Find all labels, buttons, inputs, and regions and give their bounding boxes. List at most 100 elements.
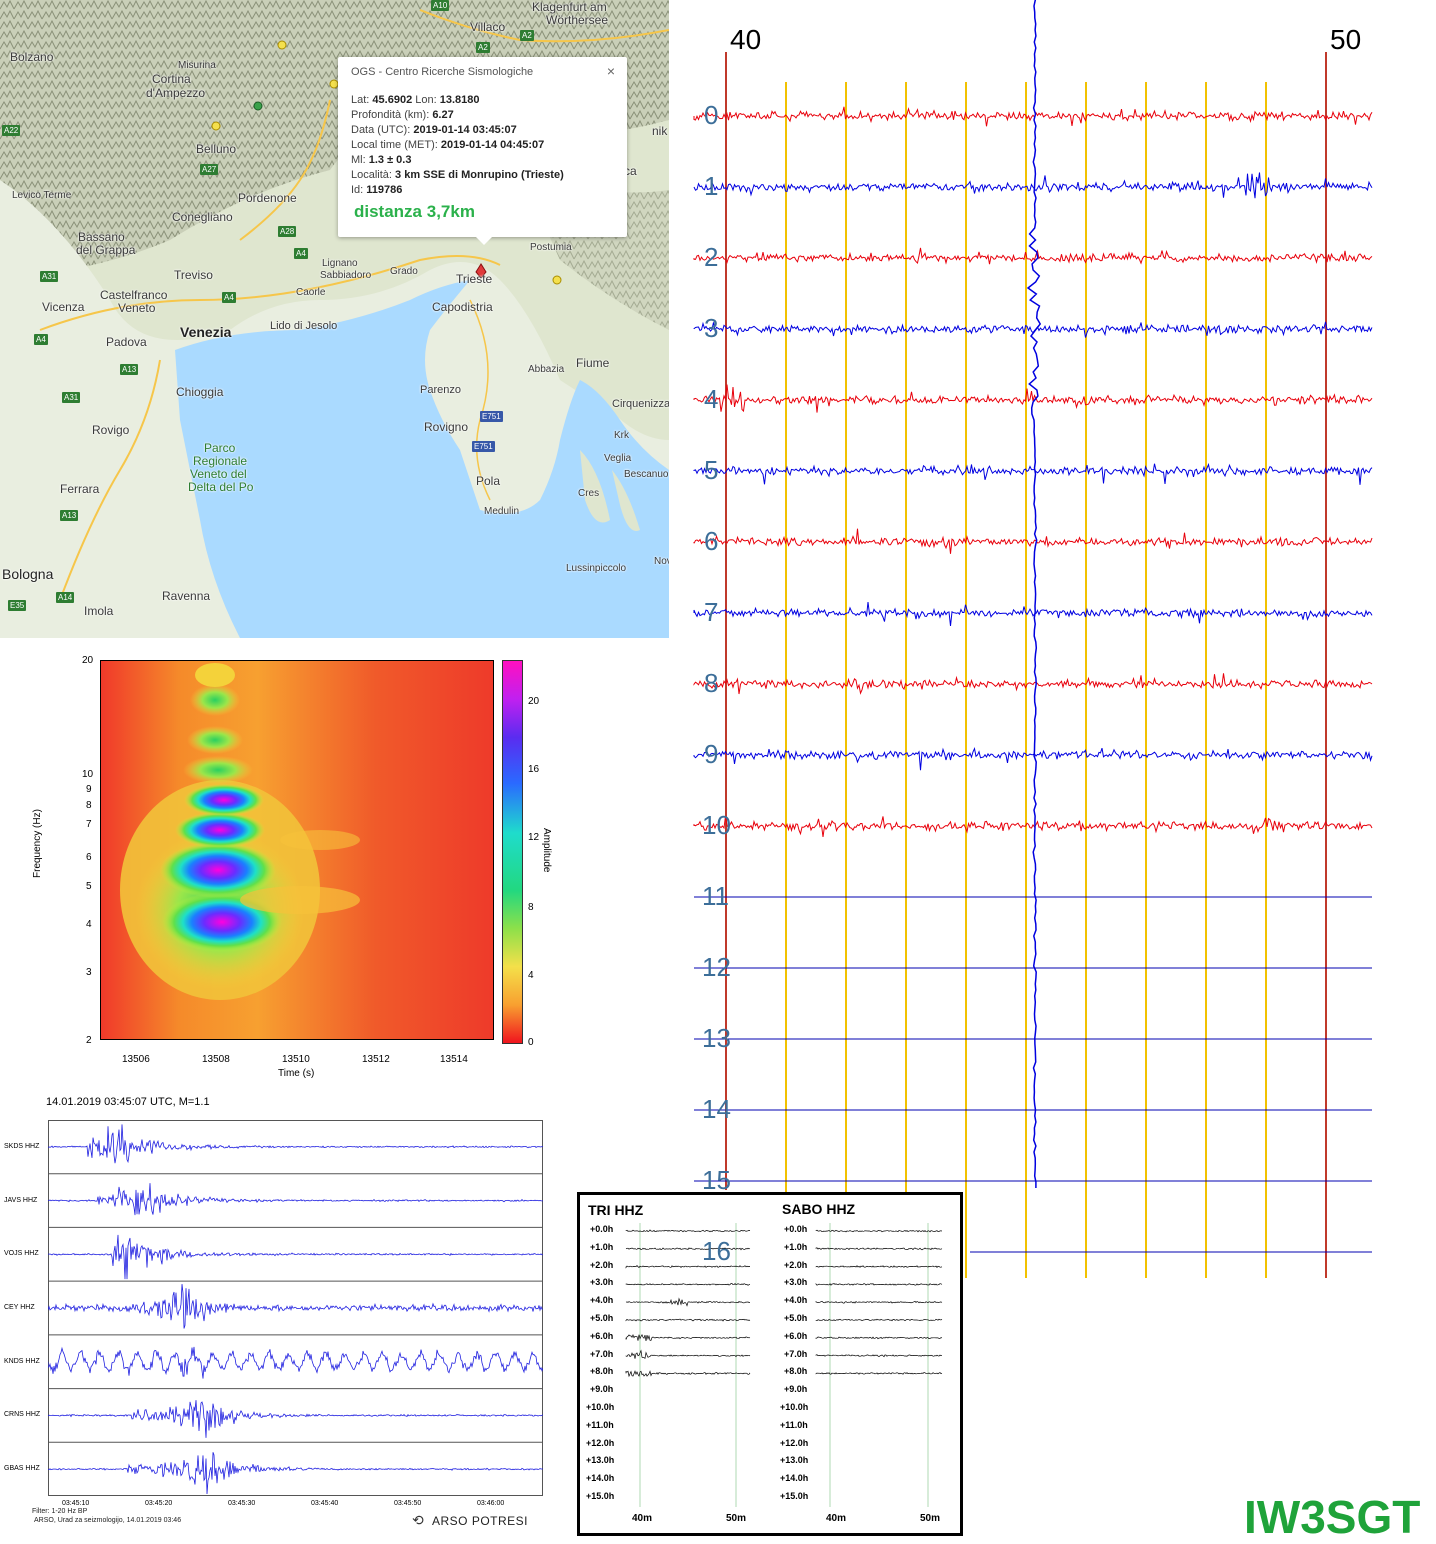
shield-a10: A10	[431, 0, 450, 11]
tri-xtick-50: 50m	[726, 1513, 747, 1524]
helicorder-trace-5	[693, 462, 1373, 485]
popup-title: OGS - Centro Ricerche Sismologiche	[351, 66, 534, 78]
place-cortina: Cortina	[152, 72, 191, 86]
place-medulin: Medulin	[484, 506, 520, 517]
small-offset-label: +14.0h	[780, 1473, 809, 1484]
shield-e35: E35	[8, 600, 27, 611]
heli-row-label-6: 6	[704, 526, 719, 556]
heli-label-40: 40	[730, 24, 762, 55]
place-rovigno: Rovigno	[424, 420, 469, 434]
spectrogram-plot	[100, 660, 494, 1040]
seismo-trace-4	[48, 1346, 543, 1379]
seismo-channel-label: VOJS HHZ	[4, 1250, 39, 1258]
heli-row-label-4: 4	[704, 384, 719, 414]
place-levico: Levico Terme	[12, 190, 72, 201]
seismo-time-tick: 03:45:20	[145, 1500, 173, 1507]
shield-a13: A13	[120, 364, 139, 375]
small-trace	[815, 1265, 943, 1268]
place-venezia: Venezia	[180, 324, 232, 340]
place-lignano: Lignano	[322, 258, 358, 269]
popup-distance: distanza 3,7km	[354, 202, 475, 221]
place-klagenfurt: Klagenfurt am	[532, 0, 607, 14]
place-pola: Pola	[476, 474, 501, 488]
map-panel[interactable]: Klagenfurt am Wörthersee Villaco Bolzano…	[0, 0, 669, 638]
ctick-16: 16	[528, 764, 540, 775]
place-lussinpiccolo: Lussinpiccolo	[566, 563, 627, 574]
seismo-credit: ARSO, Urad za seizmologijo, 14.01.2019 0…	[34, 1517, 182, 1524]
popup-ml: Ml: 1.3 ± 0.3	[351, 154, 412, 166]
helicorder-small-panel: TRI HHZ SABO HHZ +0.0h +1.0h +2.0h +3.0h +4.…	[577, 1192, 963, 1536]
small-offset-label: +0.0h	[784, 1224, 808, 1234]
heli-row-label-3: 3	[704, 313, 719, 343]
place-cirquenizza: Cirquenizza	[612, 398, 669, 410]
ctick-8: 8	[528, 902, 534, 913]
xtick-13508: 13508	[202, 1054, 230, 1065]
seismo-time-tick: 03:46:00	[477, 1500, 505, 1507]
popup-id: Id: 119786	[351, 184, 403, 196]
small-offset-label: +5.0h	[784, 1313, 808, 1323]
heli-row-label-7: 7	[704, 597, 719, 627]
small-offset-label: +13.0h	[586, 1455, 615, 1466]
shield-a4c: A4	[34, 334, 48, 345]
heli-row-label-5: 5	[704, 455, 719, 485]
small-offset-label: +1.0h	[784, 1241, 808, 1252]
heli-row-label-9: 9	[704, 739, 719, 769]
small-offset-label: +5.0h	[590, 1313, 614, 1323]
small-trace	[815, 1300, 943, 1304]
small-trace	[625, 1264, 751, 1269]
place-worthersee: Wörthersee	[546, 13, 609, 27]
popup-latlon: Lat: 45.6902 Lon: 13.8180	[351, 94, 480, 106]
small-offset-label: +15.0h	[586, 1491, 615, 1501]
event-spike	[1026, 0, 1042, 1188]
small-offset-label: +10.0h	[586, 1402, 615, 1412]
small-offset-label: +3.0h	[590, 1277, 614, 1288]
arso-logo: ARSO POTRESI	[432, 1514, 529, 1528]
xtick-13512: 13512	[362, 1054, 390, 1065]
place-fiume: Fiume	[576, 356, 610, 370]
small-trace	[625, 1297, 750, 1307]
seismo-channel-label: SKDS HHZ	[4, 1142, 40, 1150]
xtick-13506: 13506	[122, 1054, 150, 1065]
place-krk: Krk	[614, 430, 629, 441]
small-offset-label: +7.0h	[784, 1348, 808, 1359]
colorbar	[502, 660, 523, 1044]
small-trace	[625, 1282, 751, 1286]
helicorder-trace-6	[693, 528, 1373, 554]
seismo-channel-label: GBAS HHZ	[4, 1465, 40, 1473]
seismogram-panel: 14.01.2019 03:45:07 UTC, M=1.1 SKDS HHZ J…	[0, 1090, 560, 1542]
seismo-filter: Filter: 1-20 Hz BP	[32, 1508, 88, 1515]
small-trace	[625, 1318, 751, 1322]
place-veneto: Veneto	[118, 301, 156, 315]
seismo-trace-0	[48, 1124, 543, 1164]
small-offset-label: +11.0h	[586, 1419, 614, 1430]
ytick-4: 4	[86, 919, 92, 930]
seismo-trace-2	[48, 1234, 543, 1280]
small-offset-label: +10.0h	[780, 1402, 809, 1412]
heli-row-label-0: 0	[704, 100, 719, 130]
popup-depth: Profondità (km): 6.27	[351, 109, 454, 121]
seismo-channel-label: CEY HHZ	[4, 1304, 35, 1311]
ytick-6: 6	[86, 852, 92, 863]
seismo-traces	[48, 1120, 543, 1496]
heli-row-label-15: 15	[702, 1165, 731, 1195]
helicorder-trace-10	[693, 815, 1373, 837]
small-trace	[815, 1247, 943, 1251]
small-trace	[625, 1229, 751, 1233]
place-veneto-del: Veneto del	[190, 467, 247, 481]
shield-a2: A2	[476, 42, 490, 53]
helicorder-trace-4	[693, 384, 1373, 413]
small-trace	[815, 1229, 943, 1233]
small-offset-label: +1.0h	[590, 1241, 614, 1252]
place-ca: ca	[624, 164, 637, 178]
heli-row-label-16: 16	[702, 1236, 731, 1266]
close-icon[interactable]: ×	[606, 63, 615, 79]
ytick-5: 5	[86, 881, 92, 892]
place-jesolo: Lido di Jesolo	[270, 320, 338, 332]
place-veglia: Veglia	[604, 453, 632, 464]
seismo-trace-1	[48, 1183, 543, 1216]
place-grado: Grado	[390, 266, 418, 277]
place-misurina: Misurina	[178, 60, 216, 71]
heli-row-label-10: 10	[702, 810, 731, 840]
small-offset-label: +8.0h	[784, 1366, 808, 1377]
seismo-channel-label: KNDS HHZ	[4, 1357, 40, 1365]
